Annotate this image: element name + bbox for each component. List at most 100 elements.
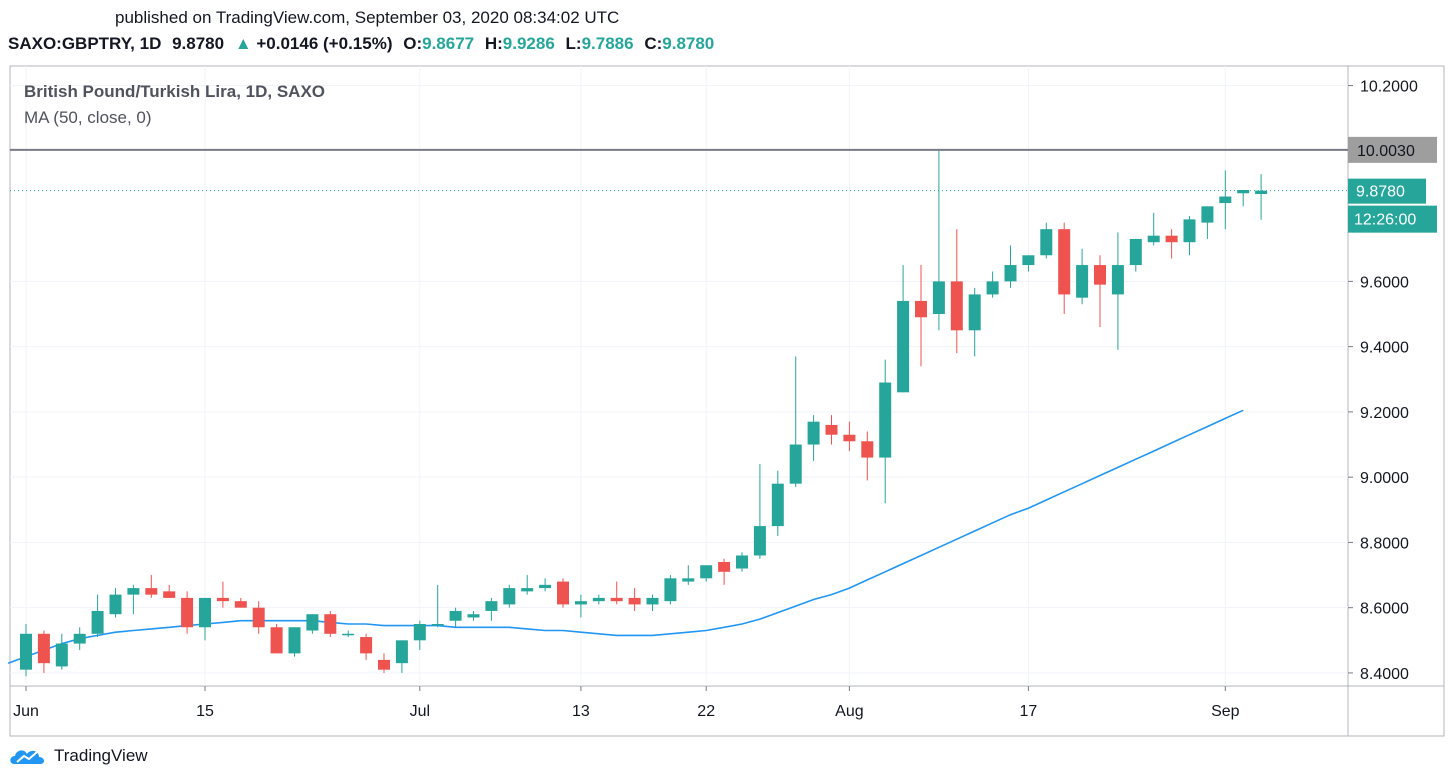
footer: TradingView [8,744,148,768]
candle-body [20,633,32,670]
candle-body [378,659,390,670]
candle-body [109,594,122,615]
candle-body [1004,265,1017,282]
candle-body [825,424,838,435]
x-tick-label: Jul [410,703,430,720]
candle-down [270,624,283,654]
candle-body [270,627,283,654]
candle-down [557,578,569,608]
candle-down [181,591,194,634]
candle-up [1022,255,1035,272]
x-tick-label: Aug [835,703,863,720]
candle-body [360,637,373,654]
overlays: 10.0030 9.8780 12:26:00 [10,136,1437,233]
candle-up [431,584,444,628]
open-value: 9.8677 [422,34,475,53]
candle-body [753,526,766,556]
y-tick-label: 9.6000 [1360,274,1409,291]
candle-up [646,594,659,611]
y-tick-label: 9.2000 [1360,405,1409,422]
y-tick-label: 9.0000 [1360,470,1409,487]
candle-up [449,607,462,628]
candle-down [234,597,247,608]
candle-body [968,294,981,331]
candle-body [789,444,802,484]
price-axis[interactable]: 10.2000 9.6000 9.4000 9.2000 9.0000 8.8000 8.6… [1348,79,1418,683]
candle-body [1165,235,1178,243]
candle-body [1237,190,1250,194]
candle-up [20,624,32,677]
candle-body [395,640,408,664]
candle-body [1076,265,1089,298]
candle-body [932,281,945,314]
candle-up [342,630,355,638]
candle-body [1219,196,1232,204]
tradingview-brand: TradingView [54,746,148,765]
candle-body [771,483,784,527]
candle-down [628,588,641,611]
candle-body [1058,229,1071,295]
tradingview-cloud-icon [10,750,45,764]
candle-body [73,633,86,644]
candle-up [592,594,605,605]
close-label: C: [644,34,663,53]
candle-up [1040,222,1053,259]
candle-down [360,633,373,660]
candle-up [753,464,766,559]
up-arrow-icon: ▲ [234,34,252,53]
candle-body [199,597,211,628]
x-tick-label: 13 [572,703,590,720]
candle-up [771,470,784,536]
candle-down [37,630,50,673]
candle-body [485,601,498,611]
candle-body [682,578,695,582]
candle-body [574,601,587,605]
candle-up [395,640,408,673]
price-change: +0.0146 (+0.15%) [256,34,393,53]
candle-body [521,588,534,592]
countdown-tag [1348,205,1437,233]
candle-body [234,601,247,608]
candles [20,150,1268,677]
candle-body [216,597,229,602]
candle-body [288,627,301,654]
candle-down [915,265,927,367]
candle-up [199,597,211,641]
candle-body [628,597,641,605]
time-axis[interactable]: Jun 15 Jul 13 22 Aug 17 Sep [13,686,1240,720]
candle-body [915,300,927,318]
x-tick-label: Jun [13,703,39,720]
high-label: H: [484,34,503,53]
y-tick-label: 10.2000 [1360,79,1418,96]
candle-down [1094,255,1106,328]
ma-line [7,409,1244,664]
x-tick-label: 17 [1020,703,1038,720]
x-tick-label: 22 [697,703,715,720]
candle-body [306,614,319,631]
candle-body [807,421,820,445]
candle-down [324,610,337,638]
candle-body [413,624,426,641]
y-tick-label: 8.6000 [1360,601,1409,618]
grid [10,66,1348,686]
candle-up [1255,174,1268,220]
candle-body [252,607,265,628]
candle-body [342,633,355,636]
candle-body [1255,190,1268,195]
chart-title: British Pound/Turkish Lira, 1D, SAXO [24,82,325,101]
candle-up [1219,170,1232,230]
candle-up [932,150,945,331]
last-price-label: 9.8780 [1356,184,1405,201]
candle-up [682,565,695,585]
candle-body [700,565,713,579]
candle-up [55,633,68,670]
candle-down [950,229,963,354]
candle-body [127,588,140,595]
candle-up [485,597,498,621]
candle-body [163,591,176,598]
candle-up [91,594,104,638]
candle-body [1111,265,1124,295]
candle-body [91,610,104,634]
candle-up [1201,206,1214,239]
